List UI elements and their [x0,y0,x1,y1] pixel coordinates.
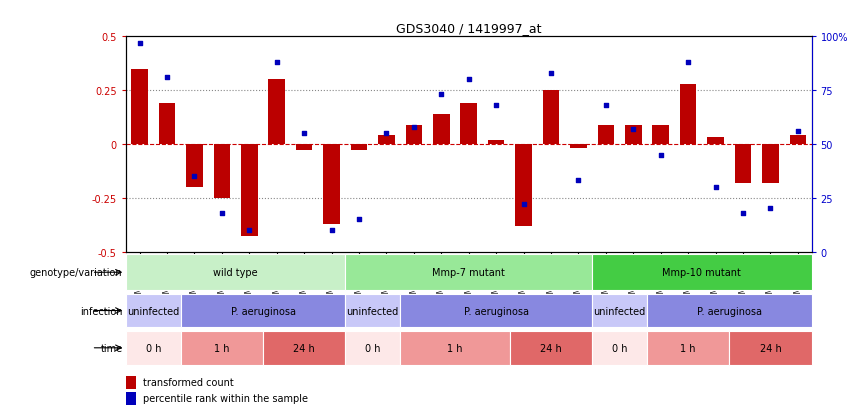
Bar [187,145,202,188]
Point [708,184,722,191]
Point [599,102,613,109]
Point [215,210,229,216]
Bar [126,375,136,389]
Bar [598,125,614,145]
Bar [461,104,477,145]
Point [325,227,339,234]
Bar [126,331,181,365]
Bar [324,145,339,224]
Text: 24 h: 24 h [540,343,562,353]
Text: wild type: wild type [214,268,258,278]
Bar [510,331,592,365]
Text: infection: infection [80,306,122,316]
Bar [351,145,367,151]
Point [764,206,778,212]
Bar [241,145,258,237]
Point [627,126,641,133]
Bar [735,145,751,183]
Text: Mmp-10 mutant: Mmp-10 mutant [662,268,741,278]
Text: P. aeruginosa: P. aeruginosa [464,306,529,316]
Bar [296,145,312,151]
Bar [345,294,400,328]
Bar [181,331,263,365]
Point [544,70,558,77]
Bar [592,255,812,290]
Bar [516,145,532,226]
Text: 1 h: 1 h [681,343,696,353]
Text: 0 h: 0 h [146,343,161,353]
Point [270,59,284,66]
Bar [378,136,395,145]
Bar [680,84,696,145]
Bar [268,80,285,145]
Text: P. aeruginosa: P. aeruginosa [231,306,295,316]
Point [571,178,585,184]
Bar [126,294,181,328]
Point [407,124,421,131]
Text: 24 h: 24 h [293,343,315,353]
Point [352,216,366,223]
Bar [653,125,669,145]
Bar [345,331,400,365]
Point [791,128,805,135]
Bar [625,125,641,145]
Point [133,40,147,47]
Point [379,131,393,137]
Bar [433,114,450,145]
Bar [488,140,504,145]
Bar [126,392,136,405]
Bar [181,294,345,328]
Bar [159,104,175,145]
Text: 0 h: 0 h [612,343,628,353]
Text: Mmp-7 mutant: Mmp-7 mutant [432,268,505,278]
Point [462,77,476,83]
Bar [345,255,592,290]
Point [297,131,311,137]
Bar [131,69,148,145]
Point [681,59,695,66]
Point [736,210,750,216]
Text: uninfected: uninfected [128,306,180,316]
Text: uninfected: uninfected [594,306,646,316]
Bar [400,331,510,365]
Text: P. aeruginosa: P. aeruginosa [697,306,762,316]
Point [654,152,667,159]
Point [160,75,174,81]
Text: time: time [101,343,122,353]
Bar [542,91,559,145]
Bar [126,255,345,290]
Bar [762,145,779,183]
Point [434,92,448,98]
Point [516,202,530,208]
Bar [647,294,812,328]
Text: percentile rank within the sample: percentile rank within the sample [143,394,308,404]
Bar [263,331,345,365]
Text: genotype/variation: genotype/variation [30,268,122,278]
Text: 1 h: 1 h [447,343,463,353]
Bar [707,138,724,145]
Bar [592,331,647,365]
Bar [790,136,806,145]
Bar [214,145,230,198]
Bar [592,294,647,328]
Point [242,227,256,234]
Bar [729,331,812,365]
Bar [405,125,422,145]
Title: GDS3040 / 1419997_at: GDS3040 / 1419997_at [396,21,542,35]
Text: 0 h: 0 h [365,343,380,353]
Bar [400,294,592,328]
Point [490,102,503,109]
Bar [647,331,729,365]
Text: uninfected: uninfected [346,306,398,316]
Text: 24 h: 24 h [760,343,781,353]
Text: 1 h: 1 h [214,343,230,353]
Text: transformed count: transformed count [143,377,234,387]
Point [187,173,201,180]
Bar [570,145,587,149]
